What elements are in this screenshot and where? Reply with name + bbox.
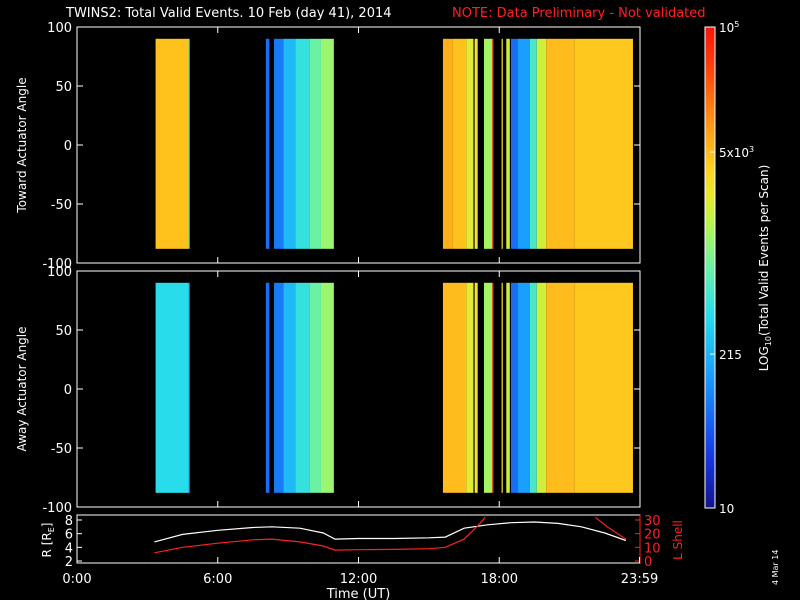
heatmap-segment [518,282,530,493]
heatmap-segment [474,282,478,493]
l-shell-axis-label: L Shell [671,520,685,560]
heatmap-segment [155,38,189,249]
colorbar-tick-label: 10 [719,502,734,516]
y-axis-label: Toward Actuator Angle [15,77,29,213]
colorbar-label-text: LOG10(Total Valid Events per Scan) [757,165,773,372]
heatmap-segment [283,282,296,493]
x-tick-label: 18:00 [481,572,518,587]
heatmap-segment [510,282,519,493]
y-tick-label: -100 [42,501,72,516]
heatmap-segment [188,38,190,249]
y-tick-label: 0 [64,383,72,398]
y-tick-label: 50 [55,324,72,339]
heatmap-segment [492,38,494,249]
y-tick-label: 0 [64,139,72,154]
heatmap-segment [265,38,270,249]
heatmap-segment [442,282,467,493]
heatmap-segment [536,282,547,493]
heatmap-segment [506,282,510,493]
left-y-tick-label: 2 [65,555,73,570]
title-row: TWINS2: Total Valid Events. 10 Feb (day … [0,6,800,26]
heatmap-segment [574,282,633,493]
l-shell-line [154,516,486,554]
r-distance-line [154,521,627,543]
heatmap-segment [309,282,321,493]
heatmap-segment [466,38,474,249]
left-y-tick-label: 6 [65,528,73,543]
heatmap-segment [574,38,633,249]
heatmap-segment [188,282,190,493]
colorbar-tick-label: 215 [719,348,742,362]
date-stamp: 4 Mar 14 [771,549,780,585]
y-tick-label: -100 [42,257,72,272]
heatmap-segment [295,282,310,493]
heatmap-segment [510,38,519,249]
heatmap-segment [484,38,493,249]
colorbar-label: LOG10(Total Valid Events per Scan) [757,165,773,372]
x-axis-label: Time (UT) [326,587,391,600]
left-y-tick-label: 8 [65,514,73,529]
y-tick-label: -50 [51,442,72,457]
heatmap-segment [452,38,467,249]
heatmap-segment [484,282,493,493]
y-tick-label: 50 [55,80,72,95]
heatmap-segment [442,38,453,249]
right-y-tick-label: 0 [644,555,652,570]
colorbar [704,26,716,509]
y-tick-label: -50 [51,198,72,213]
heatmap-segment [283,38,296,249]
right-y-tick-label: 10 [644,541,661,556]
heatmap-segment [274,282,284,493]
heatmap-segment [466,282,474,493]
heatmap-segment [474,38,478,249]
heatmap-segment [320,38,334,249]
x-tick-label: 0:00 [62,572,91,587]
colorbar-tick-label: 105 [719,20,739,35]
heatmap-segment [274,38,284,249]
colorbar-tick-label: 5x103 [719,145,754,160]
heatmap-segment [492,282,494,493]
right-y-tick-label: 30 [644,514,661,529]
heatmap-segment [295,38,310,249]
heatmap-segment [536,38,547,249]
heatmap-segment [529,38,537,249]
l-shell-line [595,516,627,540]
heatmap-segment [518,38,530,249]
heatmap-segment [320,282,334,493]
heatmap-segment [501,282,503,493]
y-tick-label: 100 [47,265,72,280]
heatmap-segment [546,38,575,249]
x-tick-label: 23:59 [621,572,658,587]
r-axis-label: R [RE] [40,523,56,558]
x-tick-label: 12:00 [340,572,377,587]
y-axis-label: Away Actuator Angle [15,326,29,451]
y-tick-label: 100 [47,21,72,36]
right-y-tick-label: 20 [644,528,661,543]
heatmap-segment [529,282,537,493]
heatmap-segment [309,38,321,249]
heatmap-segment [265,282,270,493]
x-tick-label: 6:00 [203,572,232,587]
heatmap-segment [546,282,575,493]
heatmap-segment [501,38,503,249]
plot-title: TWINS2: Total Valid Events. 10 Feb (day … [66,6,392,21]
r-axis-label-text: R [RE] [40,523,56,558]
heatmap-segment [506,38,510,249]
heatmap-segment [155,282,189,493]
left-y-tick-label: 4 [65,541,73,556]
preliminary-note: NOTE: Data Preliminary - Not validated [452,6,706,21]
